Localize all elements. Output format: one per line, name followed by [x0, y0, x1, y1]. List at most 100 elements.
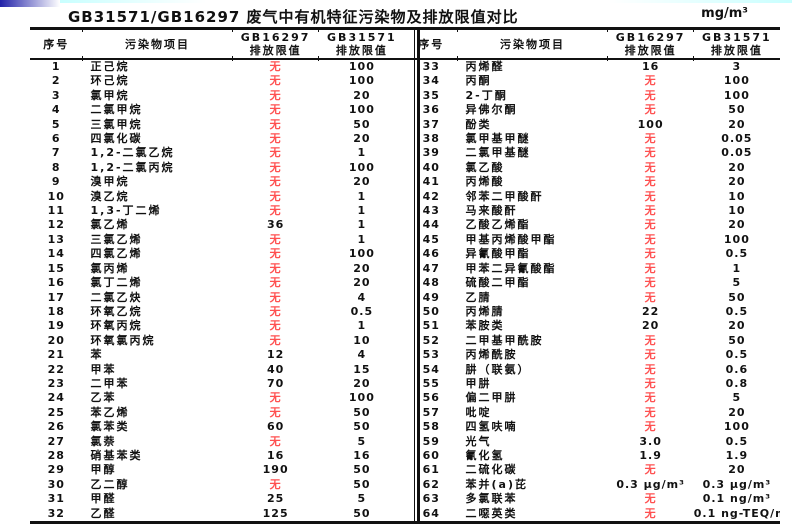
pollutant-name: 甲醛 — [90, 492, 117, 506]
gb16297-limit: 无 — [607, 507, 694, 523]
gb16297-limit: 190 — [262, 463, 289, 477]
table-row: 13 三氯乙烯 无 1 — [30, 233, 405, 247]
pollutant-name: 苯 — [90, 348, 104, 362]
table-row: 48 硫酸二甲酯 无 5 — [405, 276, 780, 290]
comparison-table: 序号 污染物项目 GB16297 排放限值 GB31571 排放限值 — [30, 25, 780, 524]
table-row: 4 二氯甲烷 无 100 — [30, 103, 405, 117]
row-number: 37 — [422, 117, 440, 131]
page-title: GB31571/GB16297 废气中有机特征污染物及排放限值对比 — [68, 8, 519, 26]
gb16297-limit: 22 — [641, 304, 660, 318]
unit-label: mg/m³ — [701, 6, 748, 21]
gb16297-limit: 无 — [644, 420, 657, 434]
gb31571-limit: 20 — [728, 405, 746, 419]
gb31571-limit: 50 — [728, 333, 746, 347]
gb31571-limit: 20 — [728, 117, 746, 131]
row-number: 15 — [47, 261, 65, 275]
row-number: 60 — [422, 448, 440, 462]
gb16297-limit: 20 — [641, 319, 660, 333]
pollutant-name: 甲醇 — [90, 463, 117, 477]
gb31571-limit: 100 — [348, 60, 375, 73]
table-row: 23 二甲苯 70 20 — [30, 377, 405, 391]
table-row: 55 甲肼 无 0.8 — [405, 377, 780, 391]
gb16297-limit: 无 — [644, 247, 657, 261]
gb31571-limit: 5 — [732, 276, 742, 290]
pollutant-name: 四氯化碳 — [90, 132, 143, 146]
table-row: 49 乙腈 无 50 — [405, 291, 780, 305]
row-number: 10 — [47, 189, 65, 203]
gb16297-limit: 无 — [269, 60, 282, 73]
row-number: 19 — [47, 319, 65, 333]
gb16297-limit: 无 — [269, 319, 282, 333]
pollutant-name: 氰化氢 — [465, 448, 505, 462]
column-header-gb16297: GB16297 排放限值 — [606, 25, 694, 59]
pollutant-name: 苯并(a)芘 — [465, 477, 528, 491]
gb31571-limit: 10 — [728, 204, 746, 218]
gb16297-limit: 无 — [644, 146, 657, 160]
gb16297-limit: 125 — [232, 507, 319, 523]
table-row: 9 溴甲烷 无 20 — [30, 175, 405, 189]
row-number: 30 — [47, 477, 65, 491]
row-number: 50 — [422, 304, 440, 318]
table-row: 61 二硫化碳 无 20 — [405, 463, 780, 477]
gb16297-limit: 60 — [266, 420, 285, 434]
pollutant-name: 多氯联苯 — [465, 492, 518, 506]
table-row: 25 苯乙烯 无 50 — [30, 406, 405, 420]
pollutant-name: 马来酸酐 — [465, 204, 518, 218]
gb16297-limit: 无 — [269, 132, 282, 146]
gb16297-limit: 无 — [269, 88, 282, 102]
pollutant-name: 甲肼 — [465, 376, 492, 390]
pollutant-name: 二氯甲烷 — [90, 103, 143, 117]
table-row: 14 四氯乙烯 无 100 — [30, 247, 405, 261]
pollutant-name: 邻苯二甲酸酐 — [465, 189, 544, 203]
gb31571-limit: 10 — [353, 333, 371, 347]
row-number: 3 — [51, 88, 61, 102]
row-number: 36 — [422, 103, 440, 117]
gb31571-limit: 20 — [353, 132, 371, 146]
row-number: 24 — [47, 391, 65, 405]
gb31571-limit: 20 — [353, 276, 371, 290]
row-number: 63 — [422, 492, 440, 506]
pollutant-name: 酚类 — [465, 117, 492, 131]
table-row: 56 偏二甲肼 无 5 — [405, 391, 780, 405]
gb16297-limit: 无 — [269, 405, 282, 419]
row-number: 55 — [422, 376, 440, 390]
column-header-gb31571: GB31571 排放限值 — [693, 25, 780, 59]
gb16297-limit: 70 — [266, 376, 285, 390]
table-row: 16 氯丁二烯 无 20 — [30, 276, 405, 290]
pollutant-name: 异氰酸甲酯 — [465, 247, 531, 261]
gb16297-limit: 无 — [644, 362, 657, 376]
gb31571-limit: 20 — [728, 218, 746, 232]
gb16297-limit: 无 — [269, 290, 282, 304]
pollutant-name: 硫酸二甲酯 — [465, 276, 531, 290]
pollutant-name: 甲苯 — [90, 362, 117, 376]
table-row: 58 四氢呋喃 无 100 — [405, 420, 780, 434]
gb31571-limit: 1 — [357, 204, 367, 218]
gb16297-limit: 无 — [644, 103, 657, 117]
table-row: 22 甲苯 40 15 — [30, 363, 405, 377]
row-number: 58 — [422, 420, 440, 434]
row-number: 59 — [422, 434, 440, 448]
table-row: 28 硝基苯类 16 16 — [30, 449, 405, 463]
gb31571-limit: 20 — [728, 463, 746, 477]
gb31571-limit: 20 — [353, 88, 371, 102]
pollutant-name: 四氢呋喃 — [465, 420, 518, 434]
pollutant-name: 环氧乙烷 — [90, 304, 143, 318]
row-number: 38 — [422, 132, 440, 146]
column-header-gb31571: GB31571 排放限值 — [318, 25, 405, 59]
gb31571-limit: 0.5 — [725, 434, 749, 448]
gb16297-limit: 12 — [266, 348, 285, 362]
pollutant-name: 乙苯 — [90, 391, 117, 405]
table-row: 7 1,2-二氯乙烷 无 1 — [30, 146, 405, 160]
gb31571-limit: 1 — [357, 146, 367, 160]
pollutant-name: 苯胺类 — [465, 319, 505, 333]
gb16297-limit: 无 — [269, 304, 282, 318]
gb31571-limit: 0.1 ng-TEQ/m³ — [693, 507, 780, 523]
gb16297-limit: 1.9 — [639, 448, 662, 462]
table-row: 10 溴乙烷 无 1 — [30, 190, 405, 204]
pollutant-name: 甲基丙烯酸甲酯 — [465, 232, 557, 246]
table-row: 46 异氰酸甲酯 无 0.5 — [405, 247, 780, 261]
row-number: 32 — [47, 506, 65, 520]
gb31571-limit: 50 — [318, 507, 405, 523]
table-row: 38 氯甲基甲醚 无 0.05 — [405, 132, 780, 146]
gb16297-limit: 无 — [269, 391, 282, 405]
